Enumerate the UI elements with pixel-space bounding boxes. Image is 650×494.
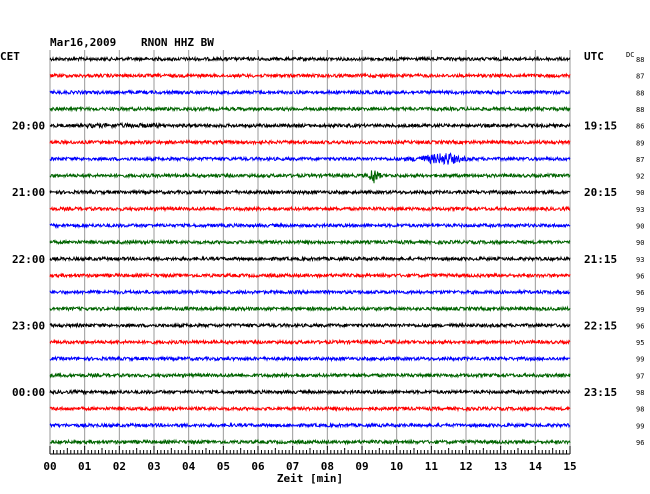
trace-3: [49, 105, 571, 113]
grid: [49, 50, 571, 447]
dc-offset-6: 87: [636, 156, 644, 164]
x-tick-label-14: 14: [529, 460, 543, 473]
trace-17: [49, 338, 571, 346]
trace-5: [49, 138, 571, 146]
x-tick-label-8: 08: [321, 460, 334, 473]
trace-16: [49, 321, 571, 329]
trace-10: [49, 222, 571, 230]
right-hour-label-0: UTC: [584, 50, 604, 63]
dc-offset-10: 90: [636, 223, 644, 231]
dc-offset-5: 89: [636, 139, 644, 147]
x-tick-label-10: 10: [390, 460, 403, 473]
trace-15: [49, 305, 571, 313]
trace-0: [49, 55, 571, 63]
left-hour-label-4: 00:00: [12, 386, 45, 399]
dc-offset-11: 90: [636, 239, 644, 247]
dc-offset-21: 98: [636, 406, 644, 414]
left-hour-label-2: 22:00: [12, 253, 45, 266]
trace-12: [49, 255, 571, 263]
dc-offset-9: 93: [636, 206, 644, 214]
x-tick-label-0: 00: [43, 460, 56, 473]
trace-8: [49, 188, 571, 196]
right-hour-label-4: 22:15: [584, 319, 617, 332]
dc-offset-7: 92: [636, 173, 644, 181]
left-hour-label-3: 23:00: [12, 319, 45, 332]
trace-23: [49, 438, 571, 446]
x-tick-label-15: 15: [563, 460, 576, 473]
dc-offset-8: 90: [636, 189, 644, 197]
right-hour-label-1: 19:15: [584, 120, 617, 133]
dc-offset-3: 88: [636, 106, 644, 114]
right-hour-label-5: 23:15: [584, 386, 617, 399]
dc-offset-0: 88: [636, 56, 644, 64]
left-hour-label-1: 21:00: [12, 186, 45, 199]
dc-offset-1: 87: [636, 73, 644, 81]
right-hour-label-2: 20:15: [584, 186, 617, 199]
x-tick-label-9: 09: [355, 460, 368, 473]
trace-4: [49, 121, 571, 130]
left-timezone-label: CET: [0, 50, 20, 63]
dc-offset-12: 93: [636, 256, 644, 264]
x-tick-label-13: 13: [494, 460, 507, 473]
seismic-traces: [49, 55, 571, 446]
trace-9: [49, 205, 571, 213]
trace-7: [49, 170, 571, 184]
dc-offset-19: 97: [636, 372, 644, 380]
trace-11: [49, 238, 571, 246]
dc-header-label: DC: [626, 51, 634, 59]
x-tick-label-6: 06: [251, 460, 265, 473]
x-tick-label-7: 07: [286, 460, 299, 473]
trace-1: [49, 72, 571, 80]
x-tick-label-1: 01: [78, 460, 92, 473]
trace-2: [49, 88, 571, 96]
chart-title-station: RNON HHZ BW: [141, 36, 214, 49]
x-tick-label-4: 04: [182, 460, 196, 473]
trace-18: [49, 355, 571, 363]
trace-13: [49, 271, 571, 280]
x-tick-label-12: 12: [459, 460, 472, 473]
x-tick-label-11: 11: [425, 460, 439, 473]
x-tick-label-2: 02: [113, 460, 126, 473]
trace-19: [49, 371, 571, 379]
trace-22: [49, 421, 571, 429]
trace-14: [49, 288, 571, 296]
dc-offset-17: 95: [636, 339, 644, 347]
dc-offset-15: 99: [636, 306, 644, 314]
chart-title-date: Mar16,2009: [50, 36, 116, 49]
left-hour-label-0: 20:00: [12, 120, 45, 133]
dc-offset-23: 96: [636, 439, 644, 447]
dc-offset-2: 88: [636, 89, 644, 97]
right-hour-label-3: 21:15: [584, 253, 617, 266]
dc-offset-14: 96: [636, 289, 644, 297]
trace-20: [49, 388, 571, 396]
dc-offset-22: 99: [636, 422, 644, 430]
x-tick-label-3: 03: [147, 460, 160, 473]
x-axis-label: Zeit [min]: [277, 472, 343, 485]
dc-offset-18: 99: [636, 356, 644, 364]
trace-6: [49, 152, 571, 166]
dc-offset-13: 96: [636, 272, 644, 280]
labels: Mar16,2009 RNON HHZ BW CET DC Zeit [min]: [0, 36, 634, 485]
x-tick-label-5: 05: [217, 460, 230, 473]
dc-offset-16: 96: [636, 322, 644, 330]
dc-offset-20: 98: [636, 389, 644, 397]
trace-21: [49, 405, 571, 413]
dc-offset-4: 86: [636, 123, 644, 131]
x-axis: 00 01 02 03 04 05 06 07 08 09 10 11 12 13 14 15: [43, 446, 577, 473]
